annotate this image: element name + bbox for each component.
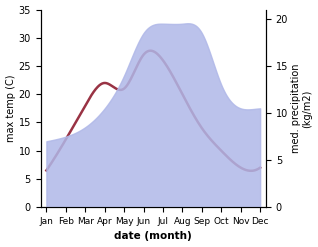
Y-axis label: max temp (C): max temp (C) (5, 75, 16, 142)
Y-axis label: med. precipitation
(kg/m2): med. precipitation (kg/m2) (291, 64, 313, 153)
X-axis label: date (month): date (month) (114, 231, 192, 242)
